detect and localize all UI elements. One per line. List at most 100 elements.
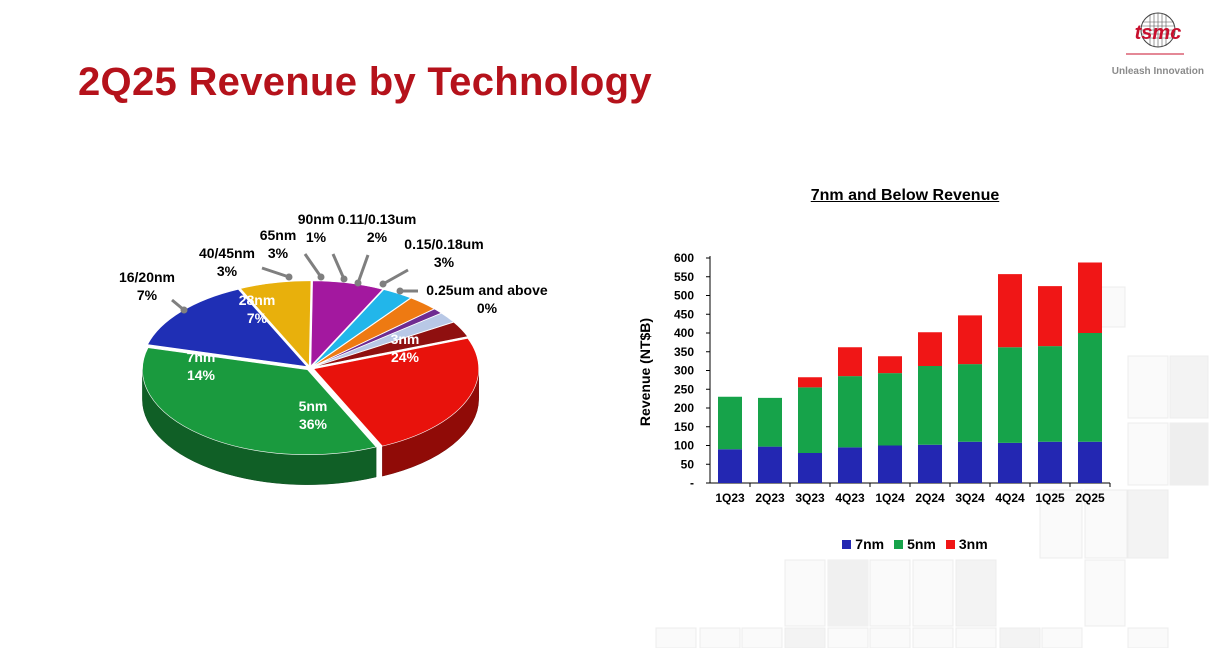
pie-leader-dot <box>180 306 188 314</box>
pie-slice-0.11/0.13um <box>313 312 455 368</box>
pie-label-value: 1% <box>306 229 327 245</box>
bar-7nm-3Q24 <box>958 441 982 483</box>
background-tile <box>869 559 911 627</box>
x-tick-label: 3Q24 <box>955 491 985 505</box>
logo-tagline: Unleash Innovation <box>1111 66 1204 77</box>
pie-slice-5nm <box>142 347 377 455</box>
x-tick-label: 2Q23 <box>755 491 785 505</box>
pie-leader-dot <box>396 287 404 295</box>
pie-labels: 3nm 24% 5nm 36% 7nm 14% 16/20nm 7% 28nm 7% 40/45nm… <box>119 211 548 432</box>
background-tile <box>828 560 868 626</box>
x-tick-label: 4Q23 <box>835 491 865 505</box>
pie-label-value: 7% <box>137 287 158 303</box>
bar-chart-title: 7nm and Below Revenue <box>810 187 1000 204</box>
pie-label-name: 0.15/0.18um <box>404 236 483 252</box>
pie-label-name: 5nm <box>299 398 328 414</box>
legend-item-7nm: 7nm <box>842 536 884 552</box>
y-axis-label: Revenue (NT$B) <box>637 318 653 426</box>
background-tile <box>784 627 826 648</box>
background-tile <box>827 627 869 648</box>
background-tile <box>1084 489 1128 559</box>
pie-slice-3nm <box>313 338 479 447</box>
background-tile <box>741 627 783 648</box>
pie-leader-line <box>382 268 409 286</box>
pie-label-value: 3% <box>434 254 455 270</box>
pie-label-name: 90nm <box>298 211 335 227</box>
y-tick-label: 450 <box>674 307 694 321</box>
y-tick-label: 350 <box>674 345 694 359</box>
bar-5nm-1Q25 <box>1038 346 1062 442</box>
pie-label-value: 14% <box>187 367 216 383</box>
legend-swatch-3nm <box>945 539 955 549</box>
bar-7nm-1Q24 <box>878 445 902 483</box>
y-tick-label: 100 <box>674 439 694 453</box>
background-tile <box>1084 559 1126 627</box>
pie-leader-dot <box>317 273 325 281</box>
background-tile <box>699 627 741 648</box>
x-tick-label: 3Q23 <box>795 491 825 505</box>
pie-leader-dot <box>340 275 348 283</box>
background-tile <box>1127 422 1169 486</box>
pie-leader-line <box>356 254 370 284</box>
y-tick-label: 150 <box>674 420 694 434</box>
bar-7nm-2Q24 <box>918 444 942 483</box>
x-tick-label: 1Q23 <box>715 491 745 505</box>
pie-label-name: 0.25um and above <box>426 282 548 298</box>
pie-label-name: 0.11/0.13um <box>338 211 417 227</box>
pie-label-name: 16/20nm <box>119 269 175 285</box>
bar-5nm-3Q24 <box>958 364 982 442</box>
background-tile <box>784 559 826 627</box>
pie-label-value: 3% <box>217 263 238 279</box>
bar-3nm-3Q23 <box>798 377 822 388</box>
pie-label-value: 36% <box>299 416 328 432</box>
bar-7nm-1Q25 <box>1038 441 1062 483</box>
background-tile <box>955 627 997 648</box>
bar-7nm-2Q23 <box>758 446 782 483</box>
legend-label-7nm: 7nm <box>855 536 885 552</box>
bar-3nm-2Q25 <box>1078 262 1102 333</box>
y-tick-label: - <box>690 476 694 490</box>
background-tile <box>1127 355 1169 419</box>
pie-leader-line <box>331 253 346 280</box>
pie-label-name: 7nm <box>187 349 216 365</box>
pie-label-name: 40/45nm <box>199 245 255 261</box>
bar-3nm-1Q24 <box>878 356 902 374</box>
x-tick-label: 1Q24 <box>875 491 905 505</box>
pie-label-value: 24% <box>391 349 420 365</box>
bar-7nm-4Q24 <box>998 442 1022 483</box>
page-title: 2Q25 Revenue by Technology <box>78 60 652 104</box>
background-tile <box>655 627 697 648</box>
y-tick-label: 600 <box>674 251 694 265</box>
x-tick-label: 2Q25 <box>1075 491 1105 505</box>
pie-label-name: 3nm <box>391 331 420 347</box>
legend-label-3nm: 3nm <box>958 536 988 552</box>
legend-label-5nm: 5nm <box>907 536 936 552</box>
logo-wafer-icon <box>1140 12 1176 48</box>
background-tile <box>955 559 997 627</box>
pie-leader-dot <box>379 280 387 288</box>
background-tile <box>1170 423 1208 485</box>
tsmc-logo: tsmc <box>1126 12 1184 55</box>
bar-5nm-3Q23 <box>798 387 822 453</box>
pie-slice-0.15/0.18um <box>313 321 469 368</box>
pie-label-name: 65nm <box>260 227 297 243</box>
bar-chart-legend: 7nm 5nm 3nm <box>780 536 1050 552</box>
y-tick-label: 550 <box>674 270 694 284</box>
bar-5nm-2Q24 <box>918 366 942 445</box>
background-tile <box>912 559 954 627</box>
bar-3nm-4Q24 <box>998 274 1022 348</box>
legend-swatch-5nm <box>894 539 904 549</box>
x-tick-label: 2Q24 <box>915 491 945 505</box>
pie-label-value: 7% <box>247 310 268 326</box>
y-tick-label: 300 <box>674 364 694 378</box>
y-tick-label: 250 <box>674 382 694 396</box>
pie-label-value: 3% <box>268 245 289 261</box>
background-tile <box>1127 627 1169 648</box>
bar-7nm-2Q25 <box>1078 441 1102 483</box>
bar-5nm-1Q23 <box>718 396 742 450</box>
bar-3nm-3Q24 <box>958 315 982 365</box>
bar-3nm-1Q25 <box>1038 286 1062 347</box>
y-tick-label: 500 <box>674 289 694 303</box>
